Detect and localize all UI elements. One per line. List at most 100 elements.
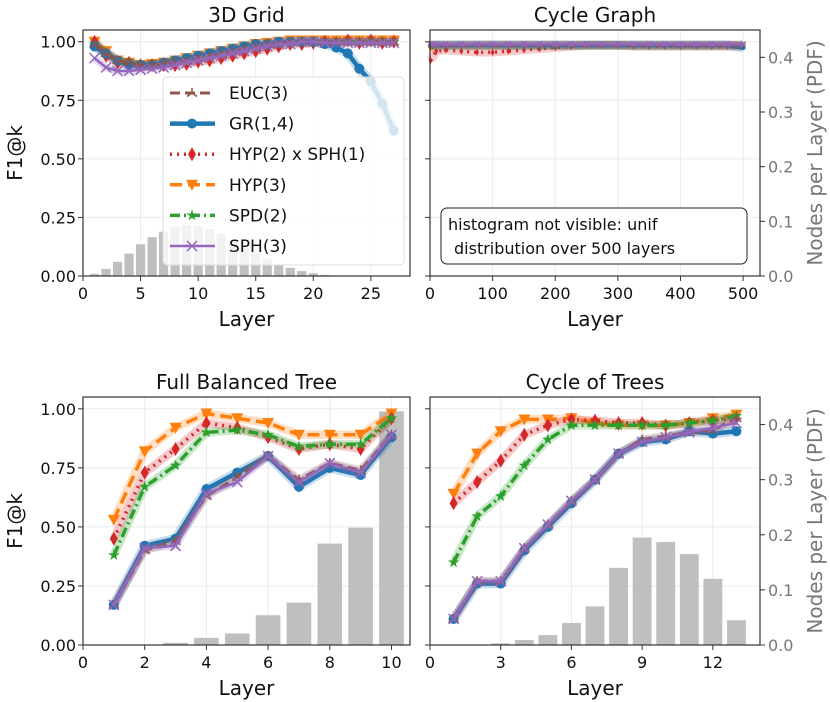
data-point	[542, 433, 554, 445]
data-point	[262, 417, 275, 429]
data-point	[683, 417, 695, 428]
y2-tick-label: 0.3	[768, 471, 793, 490]
data-point	[109, 531, 118, 546]
histogram-bar	[101, 268, 111, 276]
y2-axis-label: Nodes per Layer (PDF)	[803, 408, 827, 633]
x-tick-label: 20	[303, 284, 323, 303]
data-point	[494, 426, 507, 438]
series-sph-3-	[108, 429, 398, 611]
data-point	[495, 490, 507, 502]
x-tick-label: 300	[603, 284, 634, 303]
data-point	[250, 43, 262, 55]
data-point	[471, 448, 484, 460]
y2-tick-label: 0.2	[768, 526, 793, 545]
data-point	[489, 41, 496, 48]
data-point	[324, 457, 336, 469]
legend-label: SPH(3)	[229, 237, 287, 257]
histogram-bar	[348, 527, 373, 645]
data-point	[273, 38, 285, 50]
data-point	[565, 419, 578, 431]
y2-tick-label: 0.2	[768, 158, 793, 177]
histogram-bar	[679, 554, 699, 645]
legend-marker	[187, 118, 197, 129]
legend-marker	[186, 179, 198, 191]
legend-item: HYP(3)	[170, 176, 287, 196]
data-point	[589, 474, 601, 486]
x-tick-label: 100	[477, 284, 508, 303]
data-point	[170, 540, 182, 552]
data-point	[543, 418, 552, 433]
data-point	[169, 459, 182, 471]
series-spd-2-	[447, 409, 743, 568]
y-tick-label: 0.00	[40, 636, 76, 655]
data-point	[448, 613, 460, 625]
data-point	[123, 57, 135, 67]
y2-tick-label: 0.4	[768, 416, 793, 435]
y-tick-label: 1.00	[40, 400, 76, 419]
data-point	[724, 41, 731, 48]
subplot-3: 0.00 0.25 0.50 0.75 1.00 0 2 4 6 8 10 Full Balanced…	[3, 370, 411, 700]
data-point	[599, 41, 606, 48]
x-tick-label: 400	[665, 284, 696, 303]
data-point	[100, 61, 112, 74]
data-point	[140, 465, 149, 480]
histogram-bar	[585, 606, 605, 645]
y-tick-label: 0.00	[40, 267, 76, 286]
y2-tick-label: 0.3	[768, 103, 793, 122]
data-point	[442, 41, 449, 48]
legend-item: GR(1,4)	[170, 115, 294, 135]
y-axis-label: F1@k	[3, 125, 27, 181]
data-point	[385, 412, 398, 424]
data-point	[261, 40, 273, 52]
y2-tick-label: 0.1	[768, 581, 793, 600]
data-point	[433, 41, 440, 48]
axes-frame	[82, 396, 411, 646]
histogram-bar	[89, 273, 100, 276]
data-point	[293, 476, 305, 488]
x-tick-label: 0	[425, 284, 435, 303]
data-point	[614, 41, 621, 48]
histogram-bar	[562, 622, 581, 645]
data-point	[385, 429, 398, 441]
data-point	[262, 450, 274, 462]
legend-marker	[186, 240, 198, 252]
data-point	[447, 556, 460, 568]
data-point	[449, 496, 458, 511]
legend: EUC(3) GR(1,4) HYP(2) x SPH(1) HYP(3) SPD(2)…	[162, 76, 405, 266]
data-point	[215, 50, 227, 62]
data-point	[192, 54, 204, 66]
histogram-bar	[286, 602, 312, 645]
data-point	[565, 495, 577, 507]
data-point	[354, 438, 367, 450]
data-point	[542, 521, 553, 532]
data-point	[231, 413, 244, 425]
data-point	[518, 414, 531, 426]
data-point	[708, 41, 715, 48]
y-tick-label: 0.50	[40, 150, 76, 169]
series-line	[112, 417, 393, 540]
legend-item: HYP(2) x SPH(1)	[170, 145, 365, 165]
data-point	[123, 65, 135, 77]
legend-item: SPD(2)	[170, 206, 287, 226]
axes-frame	[429, 396, 761, 646]
x-tick-label: 0	[78, 653, 88, 672]
subplot-title: Cycle Graph	[534, 3, 656, 27]
data-point	[354, 429, 367, 441]
series-line	[112, 434, 393, 606]
histogram-bar	[538, 635, 558, 645]
x-tick-label: 0	[78, 284, 88, 303]
series-line	[429, 43, 744, 62]
series-sph-3-	[448, 417, 742, 625]
data-point	[342, 37, 354, 49]
data-point	[238, 45, 250, 57]
histogram-bar	[727, 620, 746, 645]
x-axis-label: Layer	[567, 676, 624, 700]
x-tick-label: 0	[425, 653, 435, 672]
data-point	[388, 37, 400, 49]
data-point	[495, 575, 507, 587]
data-point	[365, 37, 377, 49]
data-point	[661, 41, 668, 48]
histogram-bar	[124, 253, 134, 276]
data-point	[353, 37, 365, 49]
